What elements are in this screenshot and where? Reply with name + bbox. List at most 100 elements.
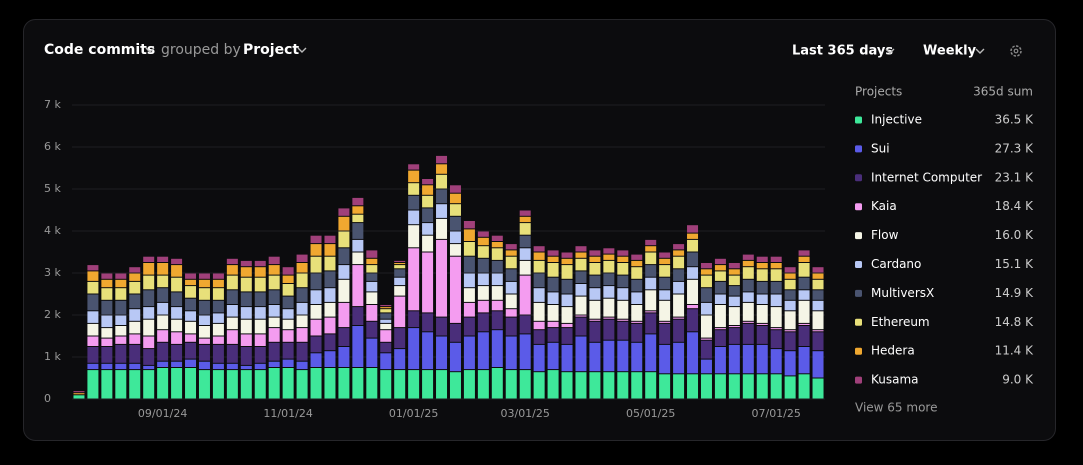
bar-segment <box>798 326 810 346</box>
interval[interactable]: Weekly <box>923 44 977 59</box>
bar-segment <box>673 281 685 294</box>
bar-segment <box>226 370 238 399</box>
bar-segment <box>101 347 113 363</box>
bar-segment <box>366 250 378 258</box>
bar-segment <box>645 277 657 290</box>
bar-segment <box>449 256 461 323</box>
bar-segment <box>561 279 573 294</box>
bar-segment <box>268 290 280 304</box>
bar-segment <box>784 267 796 273</box>
y-tick-label: 4 k <box>44 224 61 237</box>
bar-segment <box>226 265 238 275</box>
bar-segment <box>310 256 322 273</box>
bar-segment <box>296 315 308 328</box>
bar-segment <box>310 290 322 304</box>
chevron <box>975 48 985 54</box>
bar-segment <box>422 208 434 223</box>
bar-segment <box>338 279 350 302</box>
bar-segment <box>589 263 601 275</box>
range[interactable]: Last 365 days <box>792 44 893 59</box>
bar-segment <box>742 260 754 267</box>
bar-segment <box>436 370 448 399</box>
bar-segment <box>784 376 796 399</box>
bar-segment <box>687 309 699 332</box>
bar-segment <box>254 319 266 334</box>
bar-segment <box>268 275 280 290</box>
bar-segment <box>143 370 155 399</box>
bar-segment <box>519 260 531 275</box>
y-tick-label: 2 k <box>44 308 61 321</box>
group[interactable]: Project <box>243 42 299 58</box>
bar-segment <box>631 292 643 304</box>
title[interactable]: Code commits <box>44 42 155 58</box>
bar-segment <box>728 286 740 296</box>
bar-segment <box>659 277 671 290</box>
bar-segment <box>617 256 629 262</box>
bar-segment <box>338 231 350 248</box>
bar-segment <box>436 174 448 189</box>
bar-segment <box>673 294 685 317</box>
bar-segment <box>561 265 573 279</box>
bar-segment <box>282 319 294 330</box>
bar-segment <box>645 265 657 277</box>
bar-segment <box>101 300 113 315</box>
bar-segment <box>185 273 197 279</box>
bar-segment <box>436 189 448 204</box>
bar-segment <box>296 328 308 342</box>
legend-name: Flow <box>871 228 899 242</box>
bar-segment <box>310 353 322 367</box>
bar-segment <box>631 321 643 323</box>
bar-segment <box>101 338 113 346</box>
bar-segment <box>87 271 99 281</box>
bar-segment <box>673 269 685 281</box>
bar-segment <box>282 267 294 275</box>
bar-segment <box>700 288 712 302</box>
legend-total: 27.3 K <box>995 141 1035 155</box>
bar-segment <box>631 279 643 292</box>
bar-segment <box>226 363 238 370</box>
bar-segment <box>798 250 810 256</box>
bar-segment <box>129 273 141 281</box>
bar-segment <box>171 368 183 399</box>
bar-segment <box>422 185 434 195</box>
bar-segment <box>714 265 726 271</box>
bar-segment <box>631 260 643 267</box>
bar-segment <box>240 347 252 365</box>
bar-segment <box>645 311 657 313</box>
bar-segment <box>589 342 601 372</box>
bar-segment <box>784 279 796 290</box>
legend-name: Sui <box>871 141 890 155</box>
bar-segment <box>631 254 643 260</box>
bar-segment <box>157 302 169 315</box>
x-tick-label: 03/01/25 <box>500 407 549 420</box>
bar-segment <box>659 321 671 323</box>
bar-segment <box>812 311 824 330</box>
bar-segment <box>115 344 127 363</box>
bar-segment <box>212 370 224 399</box>
bar-segment <box>352 265 364 307</box>
x-tick-label: 01/01/25 <box>389 407 438 420</box>
bar-segment <box>463 273 475 288</box>
bar-segment <box>143 336 155 349</box>
settings-icon[interactable] <box>1010 45 1022 57</box>
bar-segment <box>770 307 782 328</box>
legend-name: MultiversX <box>871 286 934 300</box>
bar-segment <box>143 263 155 275</box>
bar-segment <box>603 273 615 286</box>
bar-segment <box>394 263 406 265</box>
bar-segment <box>143 290 155 307</box>
grouped-by: grouped by <box>161 42 241 58</box>
bar-segment <box>408 370 420 399</box>
bar-segment <box>673 250 685 256</box>
bar-segment <box>352 368 364 399</box>
bar-segment <box>561 328 573 344</box>
bar-segment <box>268 342 280 361</box>
bar-segment <box>770 294 782 307</box>
bar-segment <box>171 292 183 307</box>
bar-segment <box>700 315 712 338</box>
bar-segment <box>324 235 336 244</box>
view-more[interactable]: View 65 more <box>855 401 937 415</box>
bar-segment <box>561 323 573 328</box>
legend-swatch <box>855 203 862 211</box>
